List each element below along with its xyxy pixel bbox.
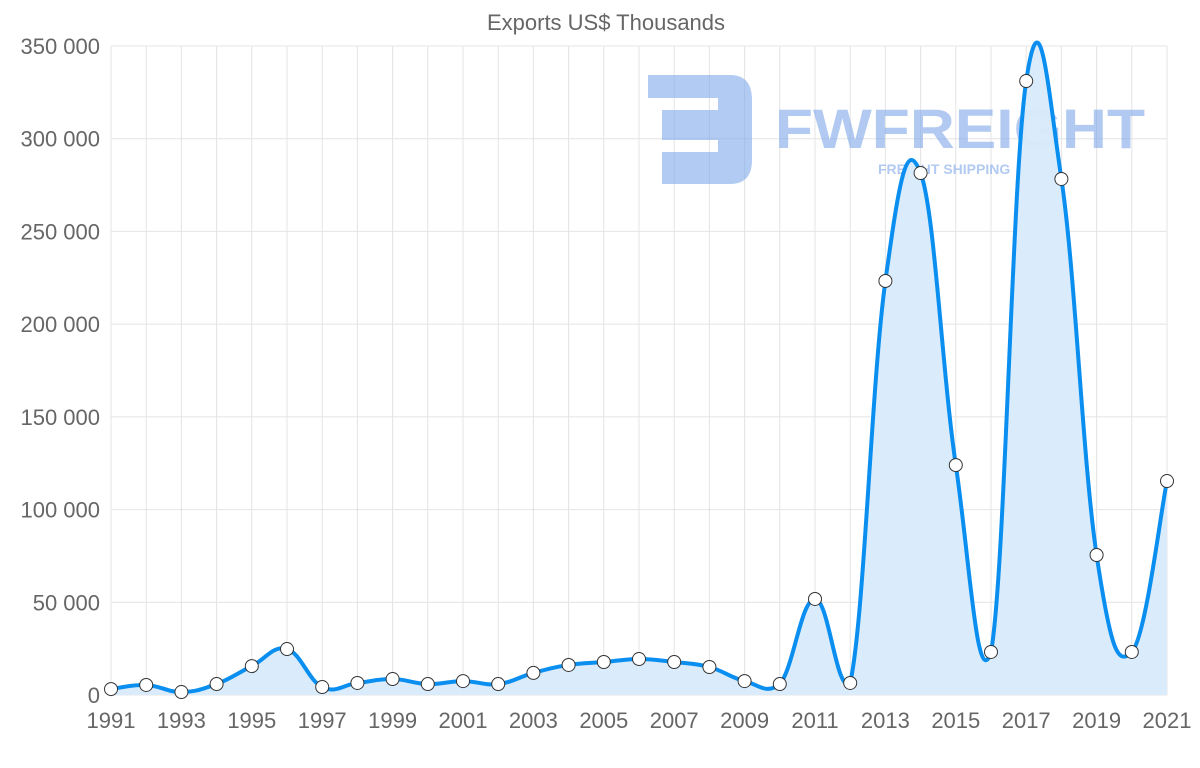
- data-point[interactable]: [702, 660, 717, 675]
- watermark-logo: FWFREIGHT FREIGHT SHIPPING: [648, 75, 1145, 184]
- data-point[interactable]: [561, 657, 576, 672]
- y-tick-label: 300 000: [20, 127, 100, 152]
- x-tick-label: 2005: [579, 708, 628, 733]
- data-point[interactable]: [385, 672, 400, 687]
- data-point[interactable]: [878, 273, 893, 288]
- data-point[interactable]: [1124, 644, 1139, 659]
- y-tick-label: 150 000: [20, 405, 100, 430]
- y-tick-label: 100 000: [20, 498, 100, 523]
- data-point[interactable]: [948, 458, 963, 473]
- data-point[interactable]: [420, 677, 435, 692]
- data-point[interactable]: [139, 677, 154, 692]
- data-point[interactable]: [843, 675, 858, 690]
- series-line: [110, 40, 1169, 695]
- data-point[interactable]: [350, 675, 365, 690]
- data-point[interactable]: [984, 644, 998, 659]
- x-tick-label: 2001: [439, 708, 488, 733]
- data-point[interactable]: [315, 680, 330, 695]
- x-tick-label: 2017: [1002, 708, 1051, 733]
- y-tick-label: 200 000: [20, 312, 100, 337]
- data-point[interactable]: [1019, 74, 1034, 89]
- x-tick-label: 1995: [227, 708, 276, 733]
- data-point[interactable]: [1089, 548, 1104, 563]
- data-point[interactable]: [244, 659, 259, 674]
- data-point[interactable]: [526, 665, 541, 680]
- data-point[interactable]: [104, 682, 118, 697]
- data-point[interactable]: [632, 652, 646, 667]
- x-tick-label: 2007: [650, 708, 699, 733]
- watermark-brand: FWFREIGHT: [775, 97, 1145, 160]
- x-tick-label: 2011: [791, 708, 838, 733]
- data-point[interactable]: [737, 674, 752, 689]
- data-point[interactable]: [280, 642, 294, 657]
- x-tick-label: 1993: [157, 708, 206, 733]
- data-point[interactable]: [174, 685, 189, 700]
- area-fill: [111, 42, 1167, 695]
- data-point[interactable]: [596, 654, 611, 669]
- y-tick-label: 250 000: [20, 219, 100, 244]
- logo-mark-icon: [648, 75, 752, 184]
- data-point[interactable]: [808, 591, 822, 606]
- chart-title: Exports US$ Thousands: [487, 10, 725, 35]
- x-tick-label: 2013: [861, 708, 910, 733]
- x-tick-label: 2021: [1143, 708, 1192, 733]
- x-tick-label: 2009: [720, 708, 769, 733]
- data-point[interactable]: [209, 677, 224, 692]
- watermark-tagline: FREIGHT SHIPPING: [878, 161, 1010, 177]
- x-tick-label: 2015: [931, 708, 980, 733]
- data-point[interactable]: [456, 674, 470, 689]
- x-tick-label: 1991: [87, 708, 136, 733]
- data-point[interactable]: [1054, 171, 1069, 186]
- data-point[interactable]: [1160, 474, 1174, 489]
- y-tick-label: 50 000: [33, 590, 100, 615]
- x-tick-label: 1999: [368, 708, 417, 733]
- y-tick-label: 350 000: [20, 34, 100, 59]
- data-point[interactable]: [667, 654, 682, 669]
- data-point[interactable]: [491, 677, 506, 692]
- x-tick-label: 1997: [298, 708, 347, 733]
- x-tick-label: 2019: [1072, 708, 1121, 733]
- data-point[interactable]: [913, 166, 928, 181]
- data-point[interactable]: [772, 677, 787, 692]
- y-tick-label: 0: [88, 683, 100, 708]
- x-tick-label: 2003: [509, 708, 558, 733]
